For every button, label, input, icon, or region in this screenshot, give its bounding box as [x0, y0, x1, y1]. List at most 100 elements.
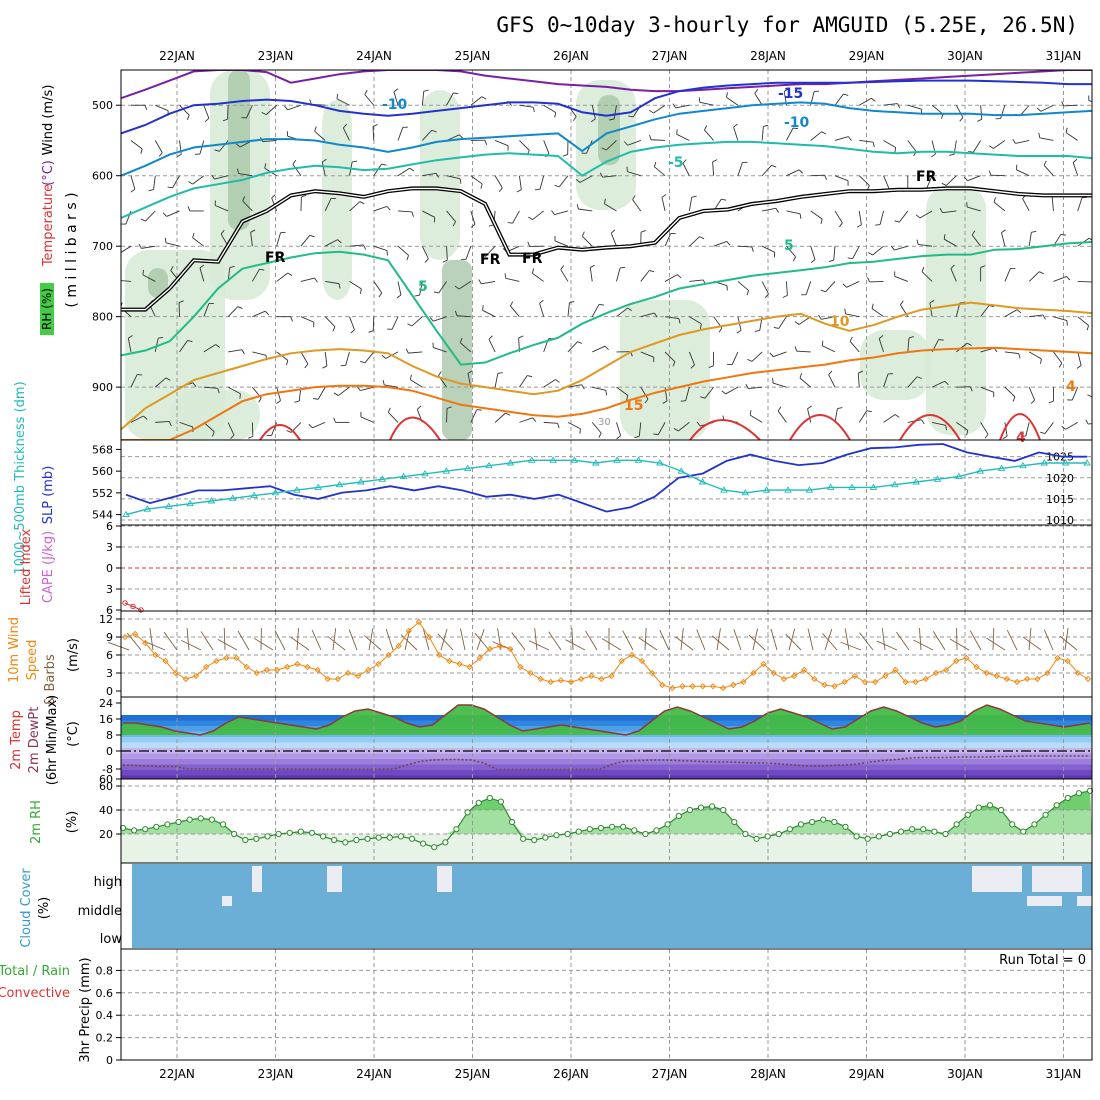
cloud-clear-cell: [1032, 866, 1082, 892]
ylabel-cape: CAPE (J/kg): [41, 531, 56, 603]
date-tick-label: 25JAN: [455, 49, 491, 63]
rh-marker: [420, 840, 427, 847]
wind10m-speed-marker: [993, 672, 1000, 680]
upper-wind-barb: [834, 93, 844, 106]
upper-wind-barb: [602, 175, 617, 178]
upper-wind-barb: [470, 409, 478, 423]
upper-wind-barb: [300, 235, 311, 247]
upper-wind-barb-flag: [239, 393, 241, 399]
thickness-marker: [442, 467, 451, 474]
upper-wind-barb: [336, 98, 350, 106]
tick-label: 8: [106, 729, 113, 742]
upper-wind-barb: [664, 316, 679, 320]
upper-wind-barb-flag: [672, 103, 676, 109]
upper-wind-barb: [627, 140, 641, 146]
upper-wind-barb-flag: [604, 198, 606, 204]
tick-label: 900: [92, 381, 113, 394]
upper-wind-barb: [1053, 316, 1068, 321]
wind10m-speed-marker: [760, 660, 767, 668]
rh-marker: [331, 836, 338, 844]
upper-wind-barb: [682, 163, 690, 176]
wind10m-barb: [404, 628, 411, 651]
wind10m-speed-marker: [253, 669, 260, 677]
upper-wind-barb: [360, 386, 374, 391]
upper-wind-barb-flag: [204, 117, 210, 123]
upper-wind-barb-flag: [170, 265, 174, 271]
upper-wind-barb: [589, 267, 593, 282]
rh-marker: [753, 835, 760, 842]
upper-wind-barb: [203, 422, 215, 433]
upper-wind-barb-flag: [708, 365, 714, 369]
upper-wind-barb: [810, 246, 816, 260]
isotherm-line: [121, 70, 1092, 100]
upper-wind-barb: [1072, 162, 1079, 176]
rh-marker: [608, 823, 616, 830]
thickness-marker: [549, 456, 557, 463]
upper-wind-barb: [408, 351, 423, 354]
isotherm-line: [121, 346, 1092, 440]
upper-wind-barb: [661, 197, 666, 212]
wind10m-barb: [711, 635, 730, 651]
date-tick-label: 26JAN: [553, 49, 589, 63]
rh-shade-patch: [926, 185, 986, 435]
upper-wind-barb-flag: [682, 159, 687, 164]
upper-wind-barb-flag: [378, 292, 383, 298]
upper-wind-barb: [459, 342, 472, 353]
wind10m-speed-marker: [547, 678, 554, 686]
date-tick-label: 29JAN: [849, 1067, 885, 1081]
rh-marker: [275, 830, 282, 838]
tick-label: 9: [106, 631, 113, 644]
thickness-marker: [527, 456, 536, 463]
upper-wind-barb-flag: [258, 397, 262, 403]
upper-wind-barb: [713, 240, 727, 247]
date-tick-label: 30JAN: [947, 1067, 983, 1081]
upper-wind-barb-flag: [396, 294, 402, 299]
rh-marker: [831, 818, 838, 826]
upper-wind-barb: [519, 375, 528, 388]
upper-wind-barb: [360, 416, 374, 423]
rh-marker: [853, 833, 860, 840]
upper-wind-barb: [317, 386, 326, 400]
ylabel-barbs: & Barbs: [43, 654, 58, 706]
cloud-panel: high middle low: [78, 862, 1093, 950]
tick-label: 0: [106, 745, 113, 758]
upper-wind-barb: [422, 172, 437, 177]
upper-wind-barb-flag: [653, 312, 658, 318]
upper-wind-barb-flag: [1039, 271, 1044, 275]
wind10m-speed-marker: [162, 657, 169, 665]
wind10m-speed-marker: [172, 669, 179, 677]
upper-wind-barb: [699, 101, 714, 106]
upper-wind-barb: [579, 175, 593, 183]
rh-base-band: [121, 834, 1092, 863]
upper-wind-barb-flag: [661, 194, 667, 198]
ylabel-wind: Wind (m/s): [41, 85, 56, 156]
thickness-marker: [741, 488, 750, 496]
upper-wind-barb: [712, 161, 715, 176]
wind10m-barb: [932, 631, 946, 651]
upper-wind-barb-flag: [944, 380, 949, 386]
upper-wind-barb: [411, 316, 423, 327]
upper-wind-barb: [192, 175, 205, 185]
upper-wind-barb-flag: [386, 206, 391, 211]
thickness-marker: [506, 459, 515, 466]
wind10m-barb: [237, 630, 250, 651]
upper-wind-barb-flag: [712, 159, 718, 163]
upper-wind-barb: [945, 175, 957, 186]
wind10m-speed-marker: [223, 654, 230, 662]
upper-wind-barb-flag: [945, 425, 948, 431]
upper-wind-barb: [980, 386, 994, 393]
upper-wind-barb-flag: [235, 143, 241, 148]
date-tick-label: 23JAN: [258, 49, 294, 63]
upper-wind-barb: [519, 417, 533, 423]
tick-label: 24: [99, 697, 113, 710]
upper-wind-barb-flag: [704, 125, 708, 131]
upper-wind-barb-flag: [217, 388, 220, 394]
thickness-marker: [634, 456, 643, 463]
rh-marker: [864, 835, 871, 842]
upper-wind-barb: [276, 387, 281, 401]
upper-wind-barb: [325, 280, 340, 285]
precip-grid: 0 0.2 0.4 0.6 0.8: [96, 949, 1092, 1067]
contour-label: 10: [830, 314, 850, 330]
upper-wind-barb: [942, 210, 957, 214]
upper-wind-barb: [1025, 422, 1030, 437]
